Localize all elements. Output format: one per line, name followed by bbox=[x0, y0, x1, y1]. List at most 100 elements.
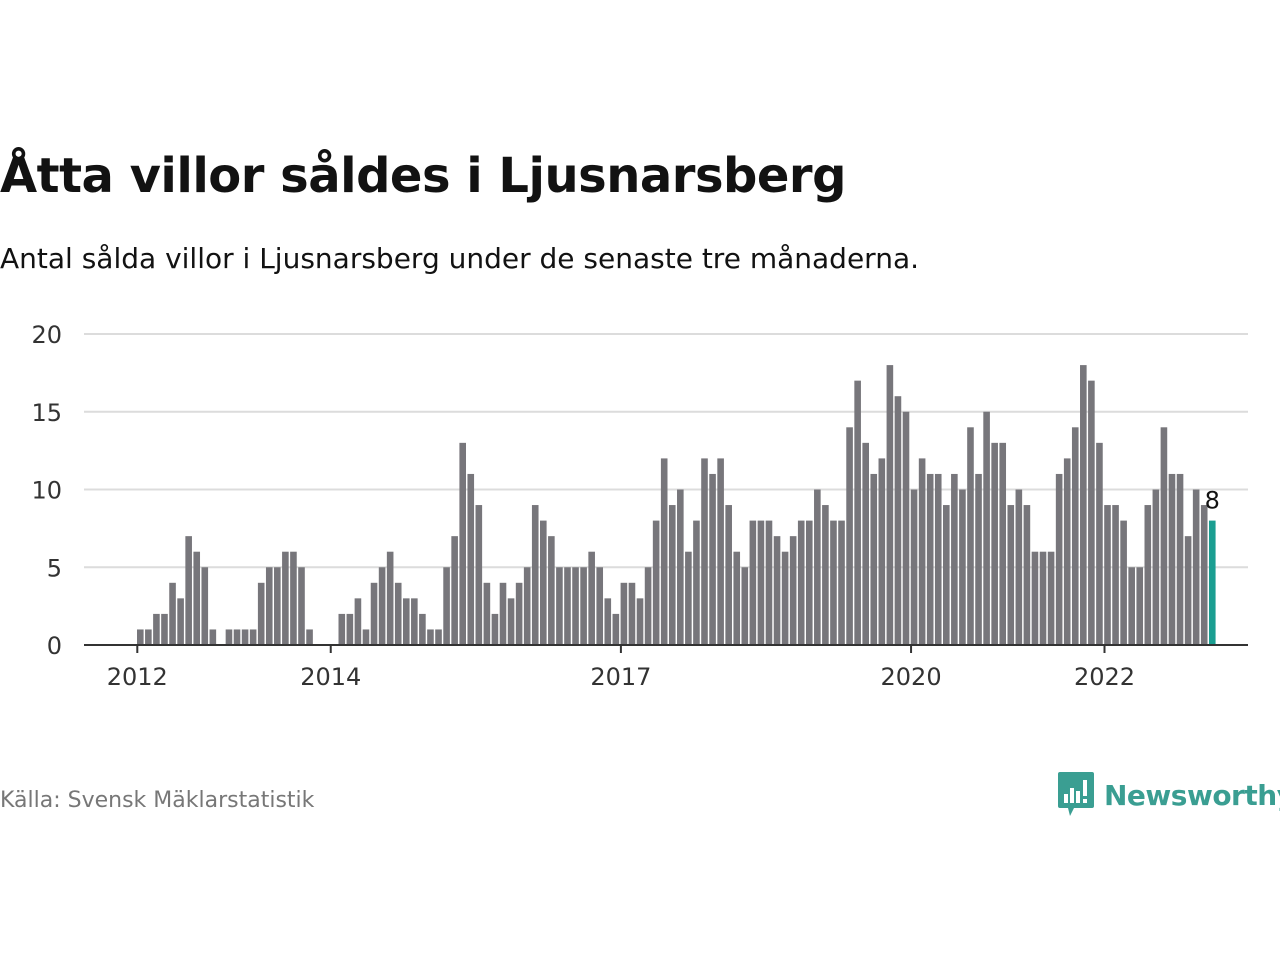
bar bbox=[1039, 551, 1047, 645]
y-tick-label: 15 bbox=[31, 399, 62, 427]
bar bbox=[604, 598, 612, 645]
bar bbox=[999, 442, 1007, 645]
bar bbox=[685, 551, 692, 645]
bar bbox=[975, 473, 982, 645]
bar bbox=[556, 567, 563, 645]
newsworthy-logo-icon bbox=[1058, 772, 1094, 816]
bar bbox=[910, 489, 918, 645]
bar bbox=[668, 505, 676, 645]
bar bbox=[959, 489, 966, 645]
bar bbox=[467, 473, 475, 645]
bar bbox=[733, 551, 741, 645]
bar bbox=[378, 567, 386, 645]
bar bbox=[862, 442, 869, 645]
bar bbox=[934, 473, 942, 645]
bar bbox=[282, 551, 289, 645]
bar bbox=[749, 520, 757, 645]
x-axis-ticks: 2012 2014 2017 2020 2022 bbox=[107, 645, 1135, 691]
bar bbox=[757, 520, 765, 645]
bar bbox=[822, 505, 829, 645]
bar bbox=[1184, 536, 1192, 645]
bar bbox=[805, 520, 813, 645]
bar bbox=[185, 536, 192, 645]
bar bbox=[596, 567, 604, 645]
bar bbox=[411, 598, 418, 645]
bar bbox=[290, 551, 297, 645]
bar bbox=[725, 505, 732, 645]
bar bbox=[717, 458, 724, 645]
bar bbox=[693, 520, 700, 645]
bar bbox=[394, 582, 402, 645]
bar bbox=[644, 567, 652, 645]
source-note: Källa: Svensk Mäklarstatistik bbox=[0, 788, 315, 813]
bar bbox=[765, 520, 773, 645]
bar bbox=[1200, 505, 1208, 645]
bar bbox=[902, 411, 910, 645]
bar bbox=[846, 427, 853, 645]
bar bbox=[515, 582, 523, 645]
bar bbox=[830, 520, 837, 645]
bar bbox=[298, 567, 305, 645]
bar bbox=[1007, 505, 1015, 645]
bar bbox=[580, 567, 587, 645]
bar bbox=[475, 505, 483, 645]
bar bbox=[523, 567, 531, 645]
bar bbox=[636, 598, 644, 645]
bar bbox=[249, 629, 257, 645]
bar bbox=[1055, 473, 1063, 645]
bar bbox=[991, 442, 998, 645]
bar bbox=[838, 520, 845, 645]
bar bbox=[1192, 489, 1200, 645]
bar bbox=[161, 613, 168, 645]
bar bbox=[233, 629, 241, 645]
bar bbox=[338, 613, 346, 645]
bar bbox=[1128, 567, 1135, 645]
bar bbox=[620, 582, 628, 645]
y-tick-label: 10 bbox=[31, 477, 62, 505]
bar bbox=[265, 567, 273, 645]
x-tick-label: 2012 bbox=[107, 663, 168, 691]
bar bbox=[451, 536, 458, 645]
bar bbox=[918, 458, 926, 645]
bar bbox=[1088, 380, 1095, 645]
bar bbox=[459, 442, 466, 645]
bar bbox=[943, 505, 950, 645]
bar bbox=[1112, 505, 1119, 645]
bar bbox=[386, 551, 394, 645]
bar bbox=[1063, 458, 1071, 645]
newsworthy-logo[interactable]: Newsworthy bbox=[1058, 772, 1280, 818]
bars bbox=[137, 365, 1216, 645]
bar bbox=[983, 411, 990, 645]
bar bbox=[257, 582, 265, 645]
x-tick-label: 2020 bbox=[881, 663, 942, 691]
bar bbox=[346, 613, 354, 645]
bar bbox=[1136, 567, 1144, 645]
bar bbox=[741, 567, 749, 645]
bar bbox=[814, 489, 821, 645]
bar bbox=[1047, 551, 1055, 645]
bar bbox=[306, 629, 313, 645]
bar bbox=[499, 582, 507, 645]
bar bbox=[701, 458, 708, 645]
bar bbox=[225, 629, 233, 645]
bar bbox=[870, 473, 878, 645]
bar bbox=[789, 536, 797, 645]
bar bbox=[967, 427, 974, 645]
bar-chart: 0 5 10 15 20 2012 2014 2017 2020 2022 8 bbox=[31, 321, 1248, 691]
bar bbox=[709, 473, 716, 645]
bar bbox=[241, 629, 249, 645]
bar bbox=[628, 582, 636, 645]
bar bbox=[854, 380, 861, 645]
bar bbox=[1071, 427, 1079, 645]
bar bbox=[153, 613, 160, 645]
bar bbox=[354, 598, 362, 645]
bar bbox=[1031, 551, 1039, 645]
bar bbox=[797, 520, 805, 645]
bar bbox=[878, 458, 886, 645]
bar bbox=[362, 629, 370, 645]
bar bbox=[201, 567, 209, 645]
bar bbox=[1096, 442, 1103, 645]
bar bbox=[1176, 473, 1184, 645]
bar-highlight bbox=[1208, 520, 1216, 645]
bar bbox=[193, 551, 201, 645]
